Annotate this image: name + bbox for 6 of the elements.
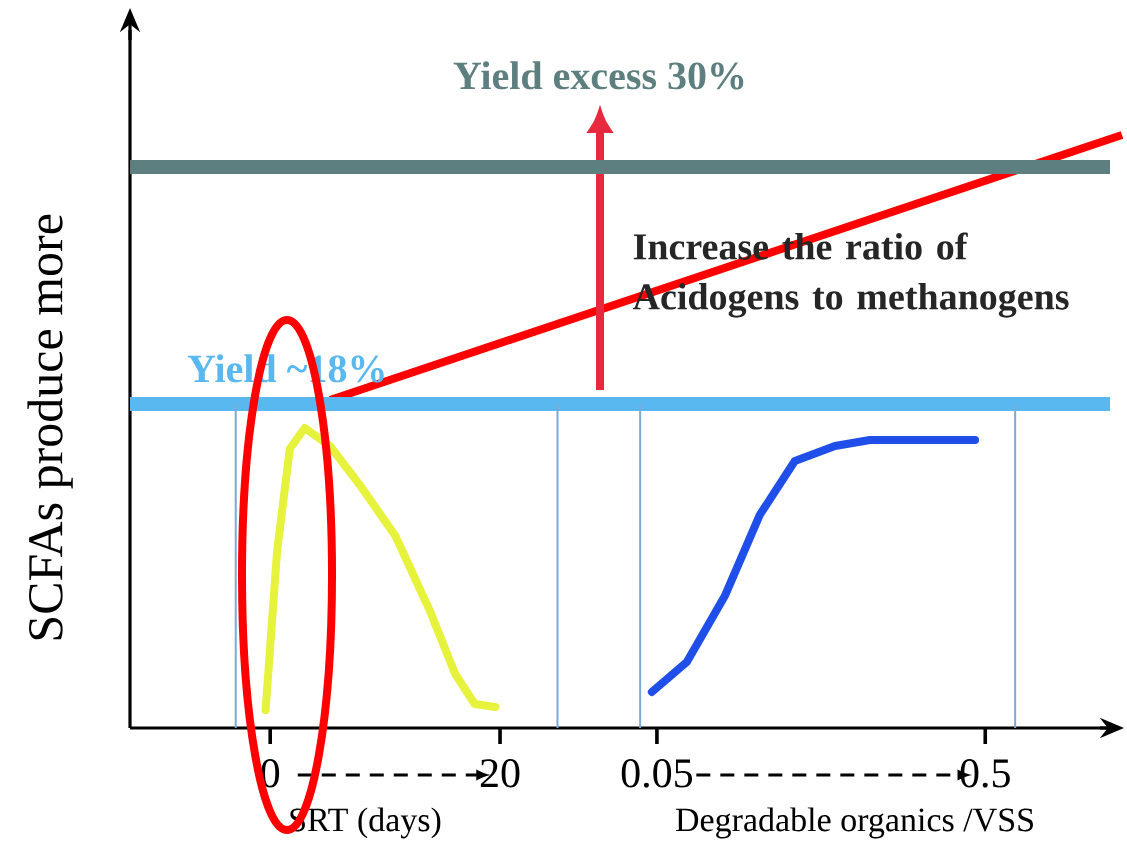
x-tick-label: 0.05 <box>621 759 693 788</box>
x-axis-title: Degradable organics /VSS <box>675 807 1033 839</box>
x-tick-label: 20 <box>480 759 520 788</box>
y-axis-title: SCFAs produce more <box>27 214 73 640</box>
ref-line-label: Yield excess 30% <box>453 61 744 90</box>
x-tick-label: 0.5 <box>960 759 1010 788</box>
